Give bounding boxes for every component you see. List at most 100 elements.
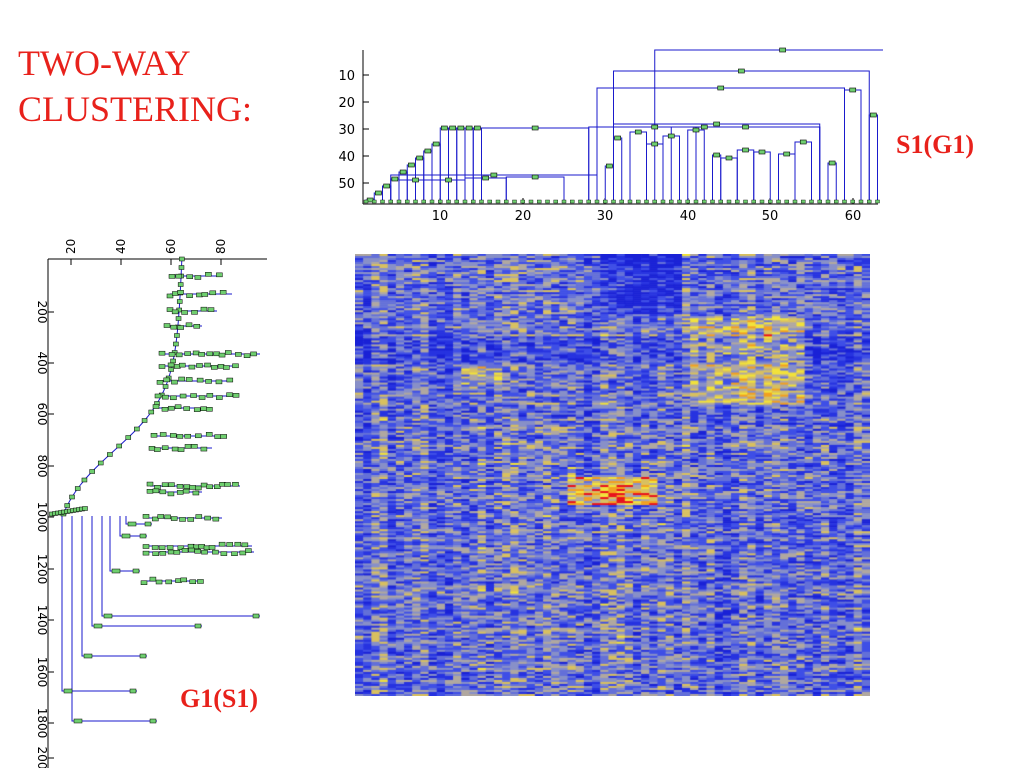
dendrogram-node	[194, 549, 201, 554]
leaf-node	[636, 199, 641, 204]
dendrogram-node	[73, 718, 83, 724]
dendrogram-node	[200, 306, 208, 312]
y-tick-label: 20	[338, 96, 355, 111]
dendrogram-node	[223, 365, 230, 370]
dendrogram-node	[165, 579, 173, 585]
dendrogram-node	[173, 550, 181, 555]
dendrogram-link	[439, 127, 449, 203]
dendrogram-node	[168, 274, 176, 279]
dendrogram-node	[154, 393, 162, 399]
dendrogram-node	[132, 568, 140, 574]
side-tick-label: 400	[35, 352, 49, 375]
leaf-node	[743, 199, 748, 204]
dendrogram-node	[149, 576, 157, 582]
sample-dendrogram: 10 20 30 40 50 10 20 30 40 50 60	[338, 47, 883, 224]
leaf-node	[594, 199, 600, 204]
dendrogram-node	[179, 517, 186, 522]
leaf-node	[471, 199, 476, 204]
dendrogram-node	[163, 323, 171, 328]
leaf-node	[611, 199, 616, 204]
leaf-node	[454, 199, 459, 204]
leaf-node	[553, 199, 558, 204]
x-tick-label: 30	[597, 209, 614, 224]
dendrogram-node	[482, 175, 489, 181]
dendrogram-link	[125, 516, 152, 525]
dendrogram-node	[158, 545, 166, 550]
dendrogram-node	[226, 392, 233, 397]
dendrogram-link	[91, 516, 202, 627]
leaf-node	[520, 199, 525, 204]
side-tick-label: 1800	[35, 708, 49, 739]
dendrogram-node	[151, 545, 159, 550]
leaf-node	[685, 199, 690, 204]
dendrogram-node	[177, 290, 184, 295]
leaf-node	[825, 199, 831, 204]
dendrogram-node	[125, 435, 132, 440]
dendrogram-node	[224, 482, 231, 487]
dendrogram-node	[700, 124, 708, 130]
leaf-node	[561, 199, 567, 204]
dendrogram-node	[129, 688, 137, 694]
leaf-node	[801, 199, 806, 204]
dendrogram-node	[206, 484, 213, 490]
dendrogram-node	[614, 135, 621, 141]
leaf-node	[669, 199, 674, 204]
leaf-node	[834, 199, 839, 204]
dendrogram-node	[134, 426, 140, 432]
dendrogram-node	[139, 533, 147, 539]
dendrogram-node	[121, 533, 131, 539]
dendrogram-node	[180, 577, 187, 583]
dendrogram-node	[176, 434, 184, 439]
dendrogram-node	[424, 148, 432, 154]
dendrogram-node	[399, 169, 407, 175]
dendrogram-node	[152, 516, 159, 522]
dendrogram-node	[191, 444, 198, 449]
dendrogram-node	[186, 274, 193, 279]
dendrogram-node	[201, 549, 208, 555]
dendrogram-link	[464, 177, 507, 203]
dendrogram-link	[61, 516, 137, 692]
dendrogram-node	[179, 393, 187, 399]
dendrogram-node	[127, 521, 137, 527]
dendrogram-node	[142, 544, 150, 549]
dendrogram-link	[81, 516, 147, 657]
dendrogram-node	[148, 409, 155, 415]
leaf-node	[363, 199, 369, 204]
dendrogram-node	[152, 488, 160, 494]
leaf-node	[858, 199, 864, 204]
dendrogram-node	[742, 124, 749, 130]
dendrogram-node	[738, 68, 745, 74]
dendrogram-node	[188, 364, 196, 370]
leaf-node	[619, 199, 624, 204]
leaf-node	[718, 199, 723, 204]
dendrogram-link	[844, 89, 862, 203]
dendrogram-node	[742, 147, 749, 153]
dendrogram-node	[83, 653, 93, 659]
dendrogram-node	[192, 490, 200, 496]
dendrogram-node	[692, 127, 700, 133]
side-tick-label: 1000	[35, 502, 49, 533]
dendrogram-node	[239, 550, 247, 556]
leaf-node	[512, 199, 517, 204]
dendrogram-node	[193, 324, 201, 329]
dendrogram-node	[183, 484, 191, 489]
leaf-node	[528, 199, 534, 204]
leaf-node	[768, 199, 773, 204]
leaf-node	[388, 199, 393, 204]
dendrogram-node	[226, 377, 234, 383]
dendrogram-node	[164, 514, 171, 520]
dendrogram-node	[166, 307, 174, 312]
dendrogram-link	[670, 126, 821, 203]
dendrogram-link	[119, 516, 147, 537]
dendrogram-node	[196, 363, 203, 368]
dendrogram-node	[783, 151, 791, 157]
dendrogram-link	[448, 127, 458, 203]
top-tick-label: 60	[164, 239, 178, 254]
dendrogram-link	[827, 162, 837, 203]
dendrogram-node	[870, 112, 877, 118]
dendrogram-node	[195, 433, 202, 439]
dendrogram-node	[196, 292, 203, 298]
dendrogram-node	[176, 484, 184, 489]
leaf-node	[570, 199, 575, 204]
leaf-node	[421, 199, 426, 204]
